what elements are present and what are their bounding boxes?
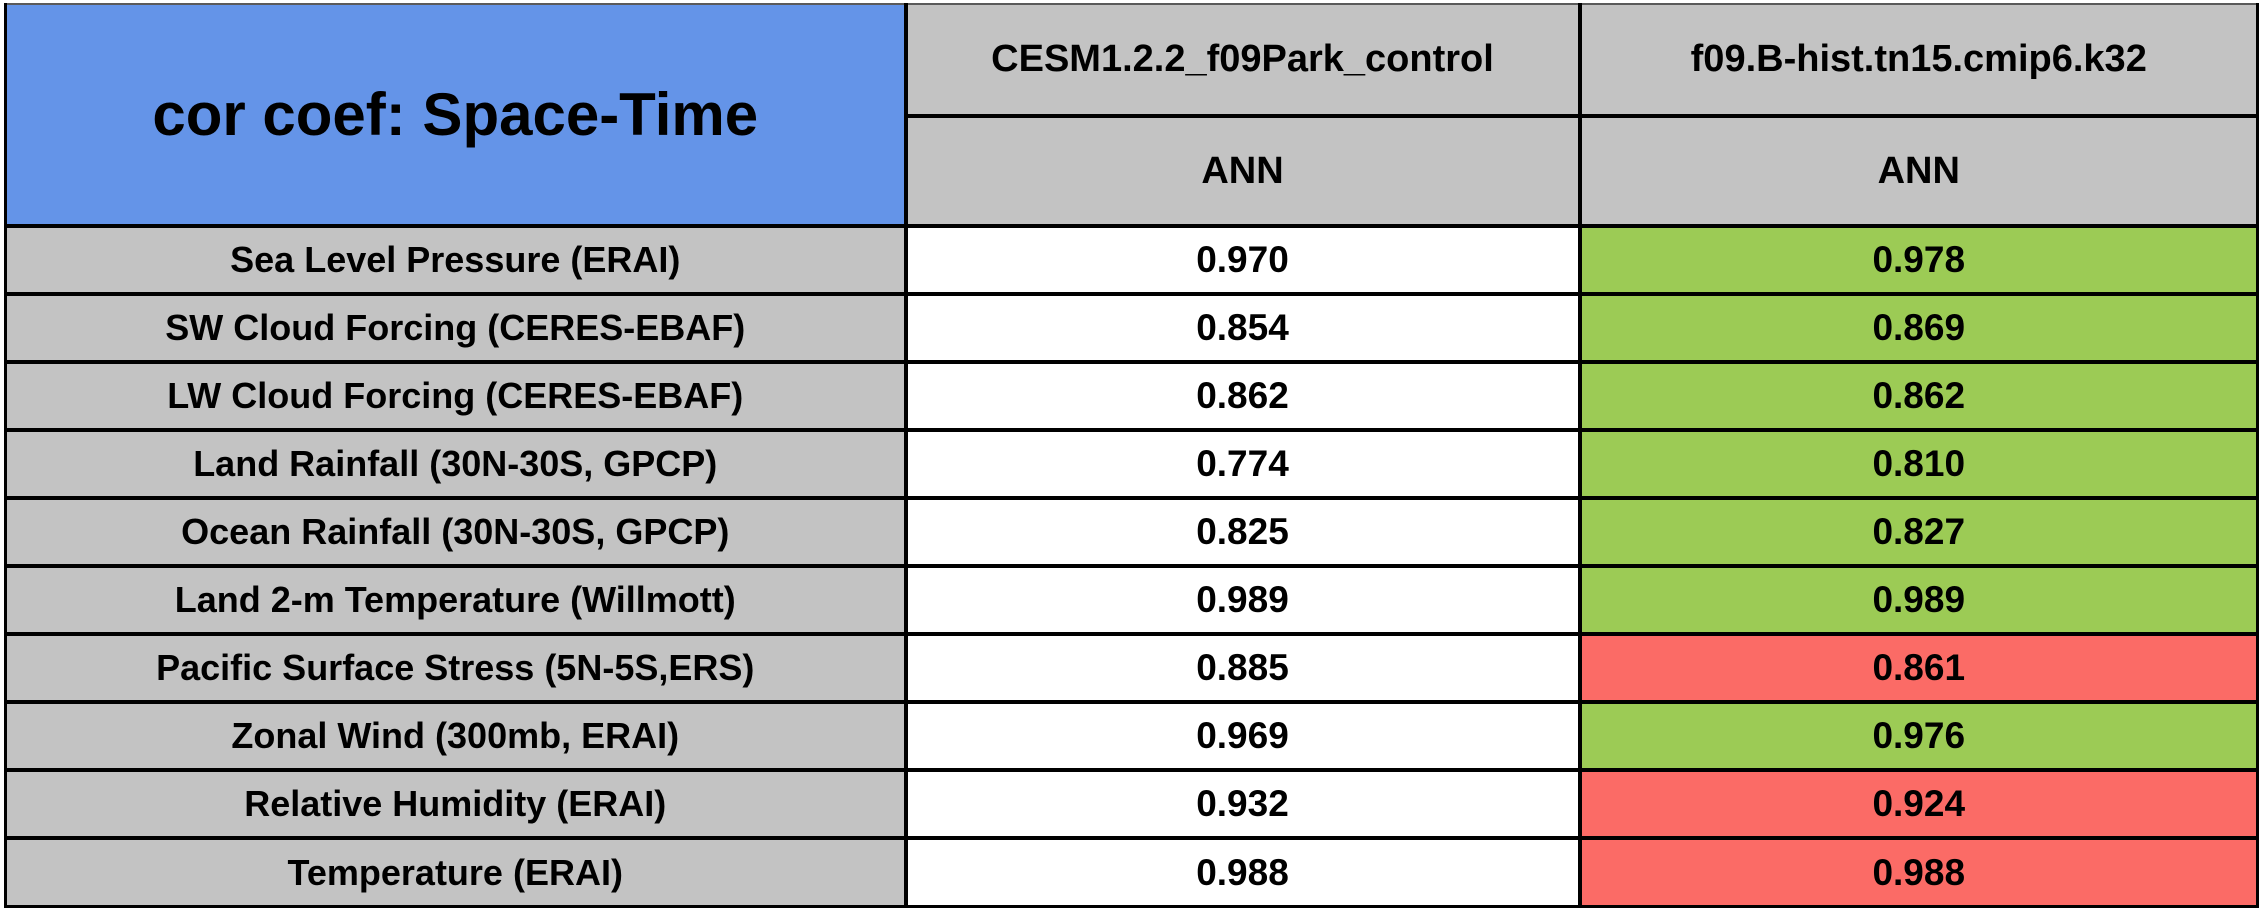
table-row: Relative Humidity (ERAI) 0.932 0.924 [4, 768, 2259, 841]
test-value-highlighted: 0.827 [1577, 496, 2259, 569]
cor-coef-space-time-table: cor coef: Space-Time CESM1.2.2_f09Park_c… [4, 2, 2259, 909]
row-label: Land 2-m Temperature (Willmott) [4, 564, 908, 637]
row-label: Relative Humidity (ERAI) [4, 768, 908, 841]
table-row: Temperature (ERAI) 0.988 0.988 [4, 836, 2259, 909]
row-label: Temperature (ERAI) [4, 836, 908, 909]
row-label: Land Rainfall (30N-30S, GPCP) [4, 428, 908, 501]
control-value: 0.774 [903, 428, 1582, 501]
row-label: Pacific Surface Stress (5N-5S,ERS) [4, 632, 908, 705]
test-value-highlighted: 0.862 [1577, 360, 2259, 433]
test-value-highlighted: 0.810 [1577, 428, 2259, 501]
column-subheader-season-test: ANN [1577, 114, 2259, 229]
control-value: 0.989 [903, 564, 1582, 637]
table-row: SW Cloud Forcing (CERES-EBAF) 0.854 0.86… [4, 292, 2259, 365]
header-row-models: cor coef: Space-Time CESM1.2.2_f09Park_c… [4, 2, 2259, 229]
control-value: 0.969 [903, 700, 1582, 773]
test-value-highlighted: 0.989 [1577, 564, 2259, 637]
table-row: LW Cloud Forcing (CERES-EBAF) 0.862 0.86… [4, 360, 2259, 433]
table-row: Sea Level Pressure (ERAI) 0.970 0.978 [4, 224, 2259, 297]
header-row-seasons: ANN ANN [6, 114, 2259, 229]
control-value: 0.970 [903, 224, 1582, 297]
row-label: Zonal Wind (300mb, ERAI) [4, 700, 908, 773]
table-title: cor coef: Space-Time [4, 2, 908, 229]
test-value-highlighted: 0.924 [1577, 768, 2259, 841]
table-row: Pacific Surface Stress (5N-5S,ERS) 0.885… [4, 632, 2259, 705]
table-row: Ocean Rainfall (30N-30S, GPCP) 0.825 0.8… [4, 496, 2259, 569]
row-label: Ocean Rainfall (30N-30S, GPCP) [4, 496, 908, 569]
table-row: Zonal Wind (300mb, ERAI) 0.969 0.976 [4, 700, 2259, 773]
control-value: 0.988 [903, 836, 1582, 909]
test-value-highlighted: 0.861 [1577, 632, 2259, 705]
row-label: SW Cloud Forcing (CERES-EBAF) [4, 292, 908, 365]
test-value-highlighted: 0.978 [1577, 224, 2259, 297]
row-label: Sea Level Pressure (ERAI) [4, 224, 908, 297]
column-header-model-control: CESM1.2.2_f09Park_control [903, 2, 1582, 119]
test-value-highlighted: 0.976 [1577, 700, 2259, 773]
column-subheader-season-control: ANN [904, 114, 1582, 229]
control-value: 0.825 [903, 496, 1582, 569]
control-value: 0.932 [903, 768, 1582, 841]
table-row: Land Rainfall (30N-30S, GPCP) 0.774 0.81… [4, 428, 2259, 501]
row-label: LW Cloud Forcing (CERES-EBAF) [4, 360, 908, 433]
table-row: Land 2-m Temperature (Willmott) 0.989 0.… [4, 564, 2259, 637]
column-header-model-test: f09.B-hist.tn15.cmip6.k32 [1577, 2, 2259, 119]
control-value: 0.885 [903, 632, 1582, 705]
test-value-highlighted: 0.988 [1577, 836, 2259, 909]
control-value: 0.862 [903, 360, 1582, 433]
control-value: 0.854 [903, 292, 1582, 365]
test-value-highlighted: 0.869 [1577, 292, 2259, 365]
